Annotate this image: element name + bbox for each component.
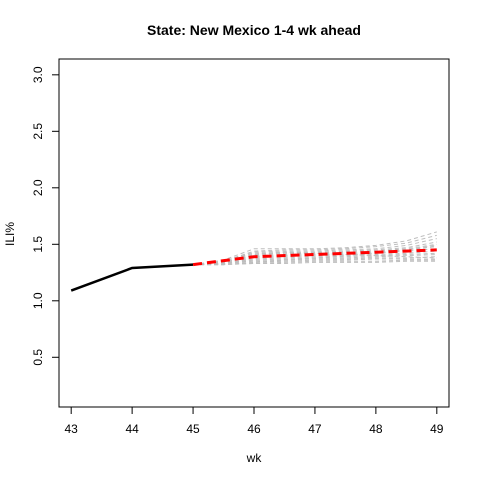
x-tick-label: 46 [247, 422, 261, 436]
x-tick-label: 49 [430, 422, 444, 436]
trajectory-line-15 [193, 251, 437, 266]
trajectory-line-8 [193, 252, 437, 266]
x-tick-label: 45 [186, 422, 200, 436]
plot-box [58, 58, 450, 408]
trajectory-line-13 [193, 260, 437, 266]
trajectory-line-3 [193, 241, 437, 266]
y-tick-label: 3.0 [31, 66, 45, 83]
trajectory-line-11 [193, 258, 437, 266]
forecast-layer [192, 248, 437, 267]
trajectory-line-12 [193, 259, 437, 266]
y-tick-label: 1.0 [31, 292, 45, 309]
trajectory-line-0 [193, 231, 437, 266]
trajectory-line-10 [193, 256, 437, 266]
y-axis-label: ILI% [3, 222, 17, 246]
x-tick-label: 44 [125, 422, 139, 436]
trajectory-line-7 [193, 250, 437, 266]
x-tick-label: 47 [308, 422, 322, 436]
y-tick-label: 1.5 [31, 236, 45, 253]
y-tick-label: 0.5 [31, 349, 45, 366]
x-tick-label: 48 [369, 422, 383, 436]
observed-layer [70, 263, 194, 292]
forecast-mean-line [192, 248, 437, 267]
observed-line [70, 263, 194, 292]
y-tick-label: 2.0 [31, 179, 45, 196]
chart-title: State: New Mexico 1-4 wk ahead [147, 22, 361, 38]
trajectory-line-1 [193, 234, 437, 266]
x-tick-label: 43 [65, 422, 79, 436]
y-tick-label: 2.5 [31, 123, 45, 140]
trajectory-line-2 [193, 238, 437, 266]
x-axis: 43 44 45 46 47 48 49 [65, 406, 444, 436]
x-axis-label: wk [246, 451, 263, 465]
y-axis: 0.5 1.0 1.5 2.0 2.5 3.0 [31, 66, 60, 366]
